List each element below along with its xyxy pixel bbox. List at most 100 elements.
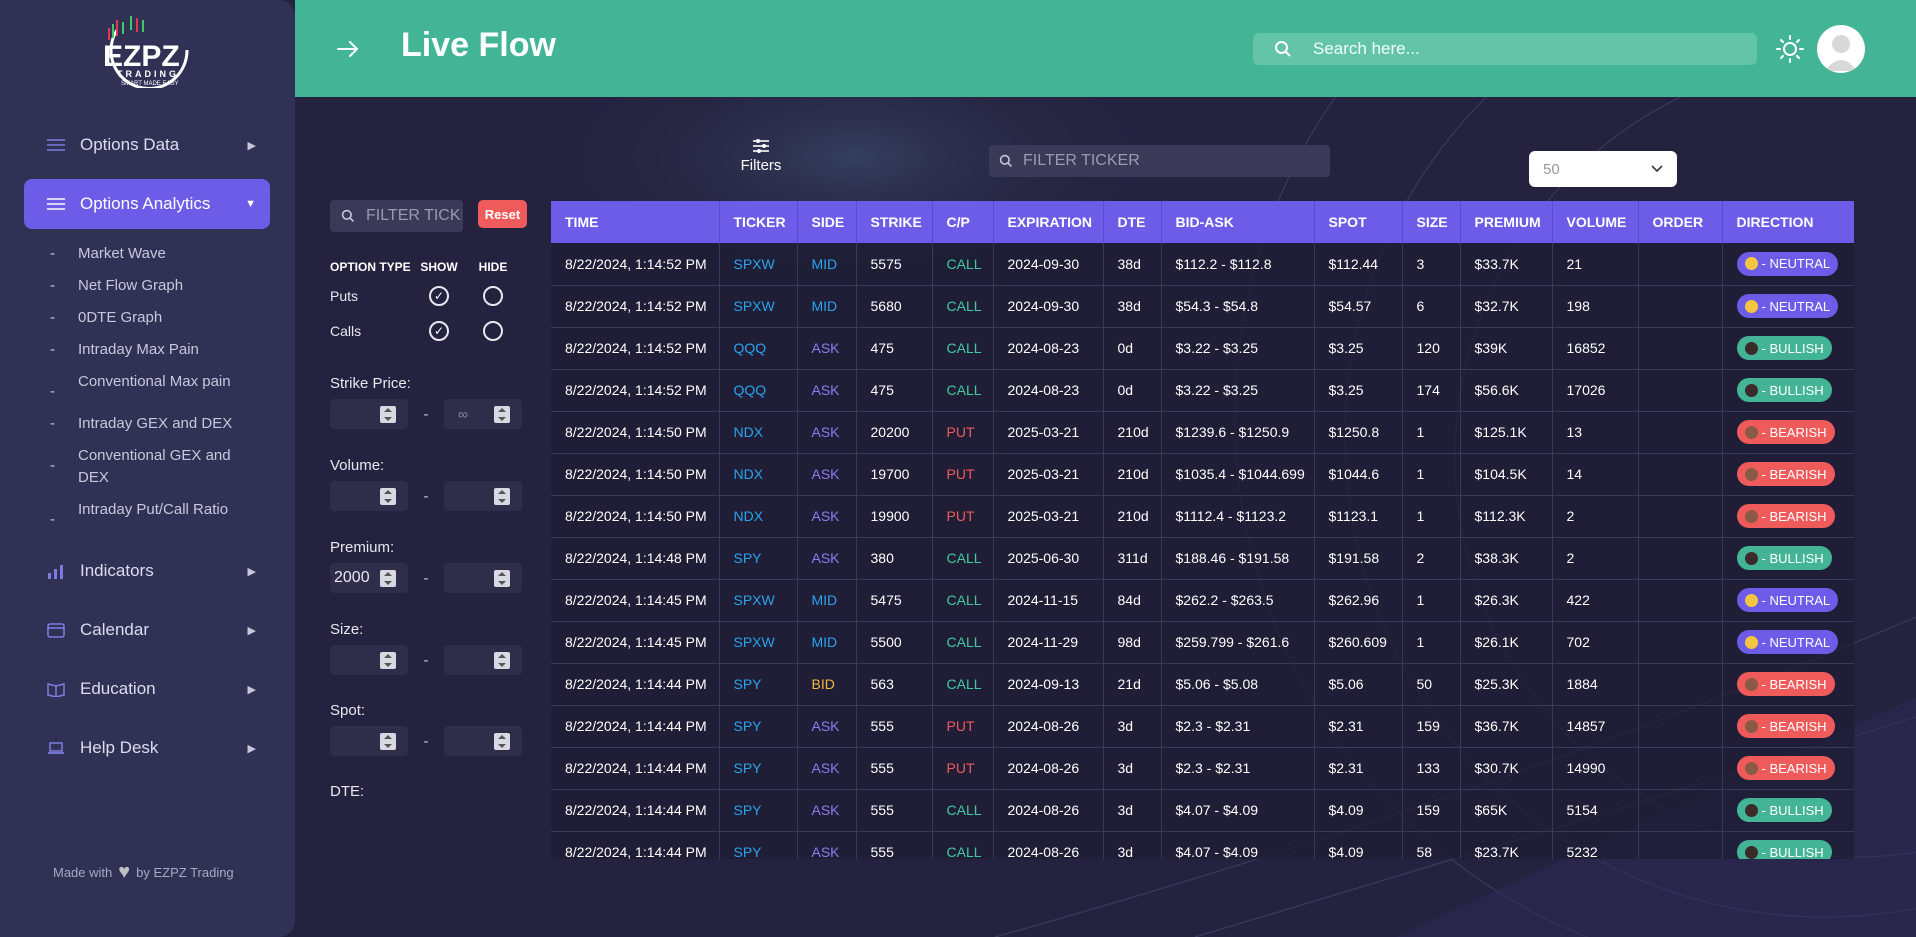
table-cell [1638,537,1723,580]
table-cell: 2024-11-15 [993,579,1104,622]
live-flow-table[interactable]: TIME TICKER SIDE STRIKE C/P EXPIRATION DTE BID-… [551,201,1854,859]
sidebar-item-calendar[interactable]: Calendar ▶ [24,605,270,655]
puts-hide-radio[interactable] [483,285,503,306]
table-cell: 2 [1402,537,1461,580]
sentiment-icon [1744,761,1758,775]
table-row[interactable]: 8/22/2024, 1:14:52 PM SPXW MID 5680 CALL 2024… [551,285,1854,328]
sidebar-item-options-data[interactable]: Options Data ▶ [24,120,270,170]
table-row[interactable]: 8/22/2024, 1:14:48 PM SPY ASK 380 CALL 2025-0… [551,537,1854,580]
filters-button[interactable]: Filters [737,139,785,174]
sidebar-item-education[interactable]: Education ▶ [24,664,270,714]
search-icon [989,154,1023,168]
volume-min-input[interactable] [330,481,408,511]
column-header[interactable]: BID-ASK [1161,201,1315,243]
page-size-select[interactable]: 50 [1529,151,1677,187]
direction-text: - BULLISH [1761,382,1824,398]
premium-max-input[interactable] [444,563,522,593]
sun-icon[interactable] [1775,34,1805,64]
ticker-filter-input[interactable] [1023,152,1313,170]
submenu-item-net-flow-graph[interactable]: - Net Flow Graph [24,270,270,302]
strike-max-input[interactable]: ∞ [444,399,522,429]
premium-min-input[interactable]: 2000 [330,563,408,593]
table-row[interactable]: 8/22/2024, 1:14:45 PM SPXW MID 5475 CALL 2024… [551,579,1854,622]
submenu-item-intraday-put-call-ratio[interactable]: - Intraday Put/Call Ratio [24,494,270,536]
table-cell: 2025-03-21 [993,495,1104,538]
column-header[interactable]: STRIKE [856,201,933,243]
submenu-item-conventional-max-pain[interactable]: - Conventional Max pain [24,366,270,408]
sidebar-item-options-analytics[interactable]: Options Analytics ▼ [24,179,270,229]
volume-label: Volume: [330,457,385,474]
table-cell: ASK [797,411,857,454]
column-header[interactable]: DTE [1103,201,1162,243]
table-row[interactable]: 8/22/2024, 1:14:50 PM NDX ASK 20200 PUT 2025-… [551,411,1854,454]
search-input[interactable] [1313,39,1733,59]
column-header[interactable]: TIME [551,201,720,243]
panel-ticker-filter [330,200,463,232]
column-header[interactable]: SIDE [797,201,857,243]
direction-badge: - BEARISH [1736,462,1835,486]
spot-max-input[interactable] [444,726,522,756]
column-header[interactable]: EXPIRATION [993,201,1104,243]
column-header[interactable]: C/P [932,201,994,243]
puts-show-radio[interactable]: ✓ [429,285,449,306]
column-header[interactable]: ORDER [1638,201,1723,243]
table-cell: $65K [1460,789,1553,832]
panel-ticker-input[interactable] [366,207,462,225]
column-header[interactable]: VOLUME [1552,201,1639,243]
table-row[interactable]: 8/22/2024, 1:14:52 PM QQQ ASK 475 CALL 2024-0… [551,369,1854,412]
size-min-input[interactable] [330,645,408,675]
submenu-item-intraday-gex-dex[interactable]: - Intraday GEX and DEX [24,408,270,440]
table-cell: $5.06 - $5.08 [1161,663,1315,706]
table-cell: 20200 [856,411,933,454]
puts-label: Puts [330,287,359,304]
table-row[interactable]: 8/22/2024, 1:14:44 PM SPY ASK 555 CALL 2024-0… [551,789,1854,832]
avatar[interactable] [1817,25,1865,73]
table-row[interactable]: 8/22/2024, 1:14:52 PM SPXW MID 5575 CALL 2024… [551,243,1854,286]
column-header[interactable]: SPOT [1314,201,1403,243]
size-max-input[interactable] [444,645,522,675]
footer-text: Made with [53,864,113,880]
sentiment-icon [1744,425,1758,439]
submenu-item-market-wave[interactable]: - Market Wave [24,238,270,270]
table-row[interactable]: 8/22/2024, 1:14:50 PM NDX ASK 19700 PUT 2025-… [551,453,1854,496]
table-row[interactable]: 8/22/2024, 1:14:44 PM SPY ASK 555 CALL 2024-0… [551,831,1854,859]
column-header[interactable]: PREMIUM [1460,201,1553,243]
table-cell: 2024-09-13 [993,663,1104,706]
table-row[interactable]: 8/22/2024, 1:14:44 PM SPY BID 563 CALL 2024-0… [551,663,1854,706]
sidebar-item-indicators[interactable]: Indicators ▶ [24,546,270,596]
table-row[interactable]: 8/22/2024, 1:14:45 PM SPXW MID 5500 CALL 2024… [551,621,1854,664]
spot-min-input[interactable] [330,726,408,756]
table-row[interactable]: 8/22/2024, 1:14:50 PM NDX ASK 19900 PUT 2025-… [551,495,1854,538]
submenu-item-intraday-max-pain[interactable]: - Intraday Max Pain [24,334,270,366]
dte-label: DTE: [330,783,365,800]
table-row[interactable]: 8/22/2024, 1:14:44 PM SPY ASK 555 PUT 2024-08… [551,747,1854,790]
submenu-item-0dte-graph[interactable]: -0DTE Graph [24,302,270,334]
sidebar-item-help-desk[interactable]: Help Desk ▶ [24,723,270,773]
calls-show-radio[interactable]: ✓ [429,320,449,341]
table-cell: 2024-09-30 [993,243,1104,286]
sentiment-icon [1744,803,1758,817]
arrow-right-icon[interactable] [335,36,363,62]
volume-max-input[interactable] [444,481,522,511]
table-cell: 1 [1402,495,1461,538]
table-row[interactable]: 8/22/2024, 1:14:44 PM SPY ASK 555 PUT 2024-08… [551,705,1854,748]
strike-min-input[interactable] [330,399,408,429]
table-cell: SPY [719,663,798,706]
volume-filter: Volume: - [330,457,530,511]
sidebar-nav: Options Data ▶ Options Analytics ▼ - Mark… [24,120,270,782]
reset-button[interactable]: Reset [478,200,527,228]
column-header[interactable]: TICKER [719,201,798,243]
table-cell: $2.3 - $2.31 [1161,705,1315,748]
table-cell: 13 [1552,411,1639,454]
table-cell: $25.3K [1460,663,1553,706]
calls-hide-radio[interactable] [483,320,503,341]
table-cell: - NEUTRAL [1722,579,1854,622]
logo[interactable]: EZPZ TRADING SMART MADE EASY [87,10,213,90]
table-row[interactable]: 8/22/2024, 1:14:52 PM QQQ ASK 475 CALL 2024-0… [551,327,1854,370]
column-header[interactable]: DIRECTION [1722,201,1854,243]
table-cell: SPY [719,705,798,748]
column-header[interactable]: SIZE [1402,201,1461,243]
option-type-filter: OPTION TYPE SHOW HIDE Puts ✓ Calls ✓ [330,260,530,348]
submenu-item-conventional-gex-dex[interactable]: - Conventional GEX and DEX [24,440,270,494]
direction-badge: - BEARISH [1736,504,1835,528]
